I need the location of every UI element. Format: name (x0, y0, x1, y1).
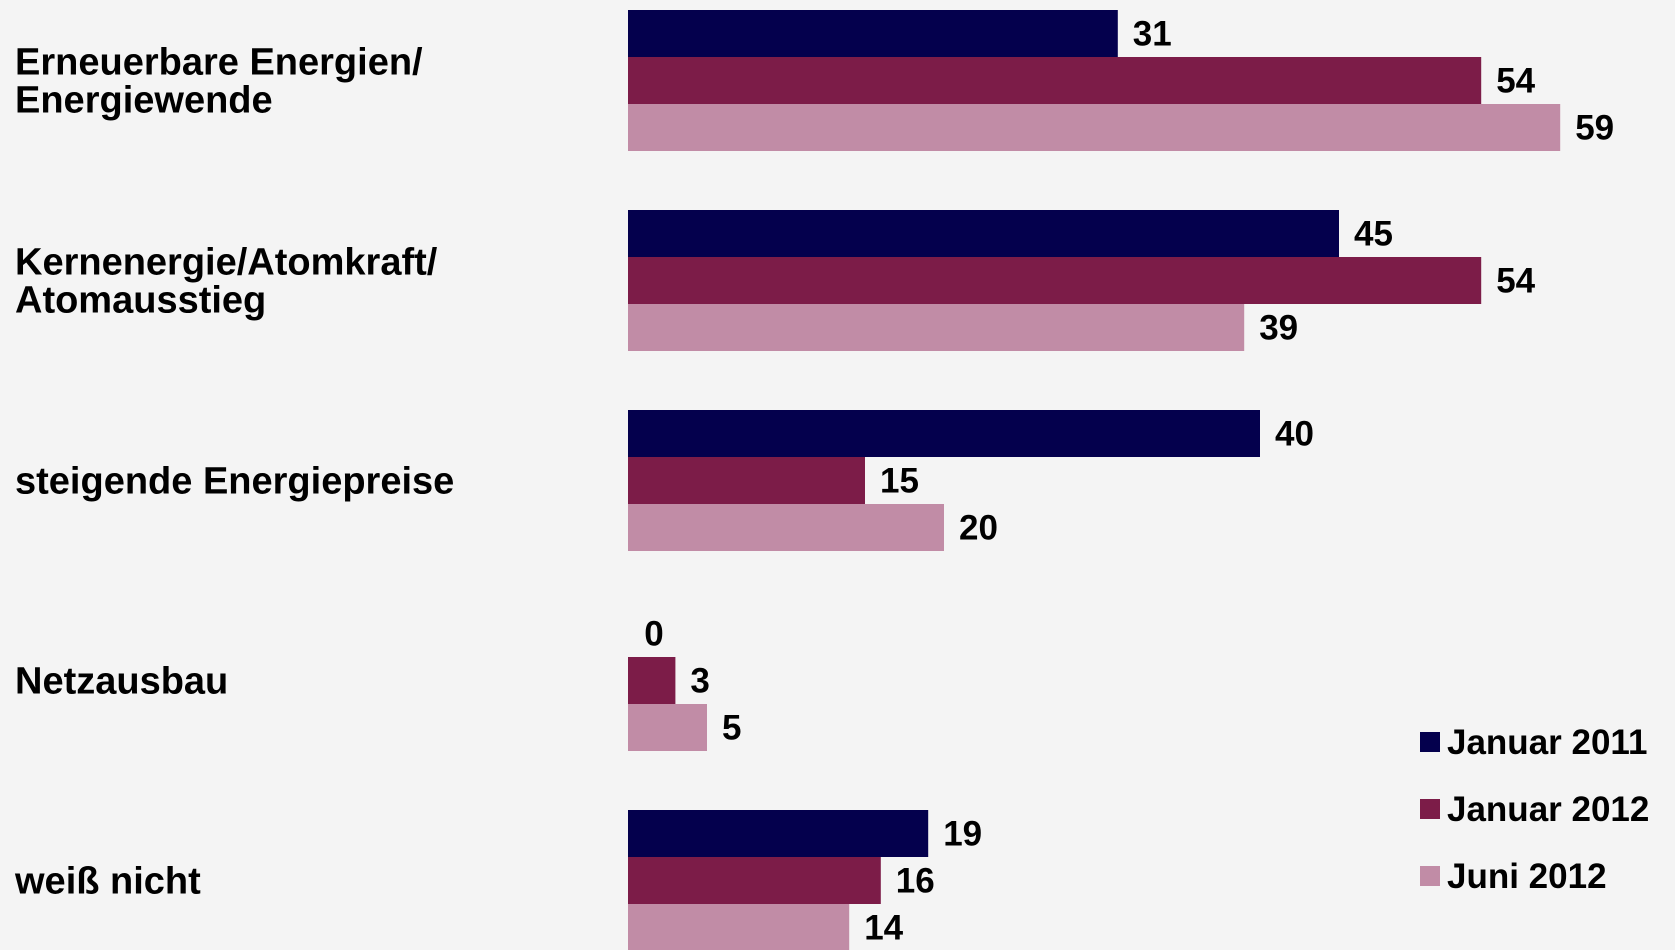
bar (628, 410, 1260, 457)
legend: Januar 2011 Januar 2012 Juni 2012 (1420, 723, 1649, 896)
value-label: 19 (943, 815, 982, 854)
value-label: 54 (1496, 62, 1535, 101)
bar (628, 57, 1482, 104)
legend-swatch (1420, 866, 1440, 886)
bar (628, 810, 929, 857)
bar (628, 257, 1482, 304)
value-label: 14 (864, 909, 903, 948)
value-label: 3 (690, 662, 709, 701)
bar (628, 657, 676, 704)
bar (628, 210, 1339, 257)
value-label: 40 (1275, 415, 1314, 454)
bar (628, 504, 944, 551)
category-labels: Erneuerbare Energien/Energiewende Kernene… (14, 42, 454, 903)
category-label: Kernenergie/Atomkraft/Atomausstieg (15, 242, 438, 322)
category-label: steigende Energiepreise (15, 461, 454, 503)
bar (628, 857, 881, 904)
category-label: Netzausbau (15, 661, 228, 703)
bar (628, 704, 707, 751)
value-label: 39 (1259, 309, 1298, 348)
legend-label: Juni 2012 (1447, 857, 1607, 896)
value-label: 31 (1133, 15, 1172, 54)
value-label: 0 (644, 615, 663, 654)
bar (628, 457, 865, 504)
value-label: 45 (1354, 215, 1393, 254)
bar (628, 104, 1561, 151)
value-label: 15 (880, 462, 919, 501)
bar (628, 304, 1245, 351)
bar (628, 904, 850, 950)
value-label: 54 (1496, 262, 1535, 301)
value-label: 20 (959, 509, 998, 548)
legend-label: Januar 2012 (1447, 790, 1649, 829)
value-label: 16 (896, 862, 935, 901)
category-label: weiß nicht (14, 861, 201, 903)
legend-label: Januar 2011 (1447, 723, 1647, 762)
legend-swatch (1420, 732, 1440, 752)
bar (628, 10, 1118, 57)
legend-swatch (1420, 799, 1440, 819)
category-label: Erneuerbare Energien/Energiewende (15, 42, 423, 122)
value-label: 5 (722, 709, 741, 748)
bars (628, 10, 1561, 950)
value-label: 59 (1575, 109, 1614, 148)
